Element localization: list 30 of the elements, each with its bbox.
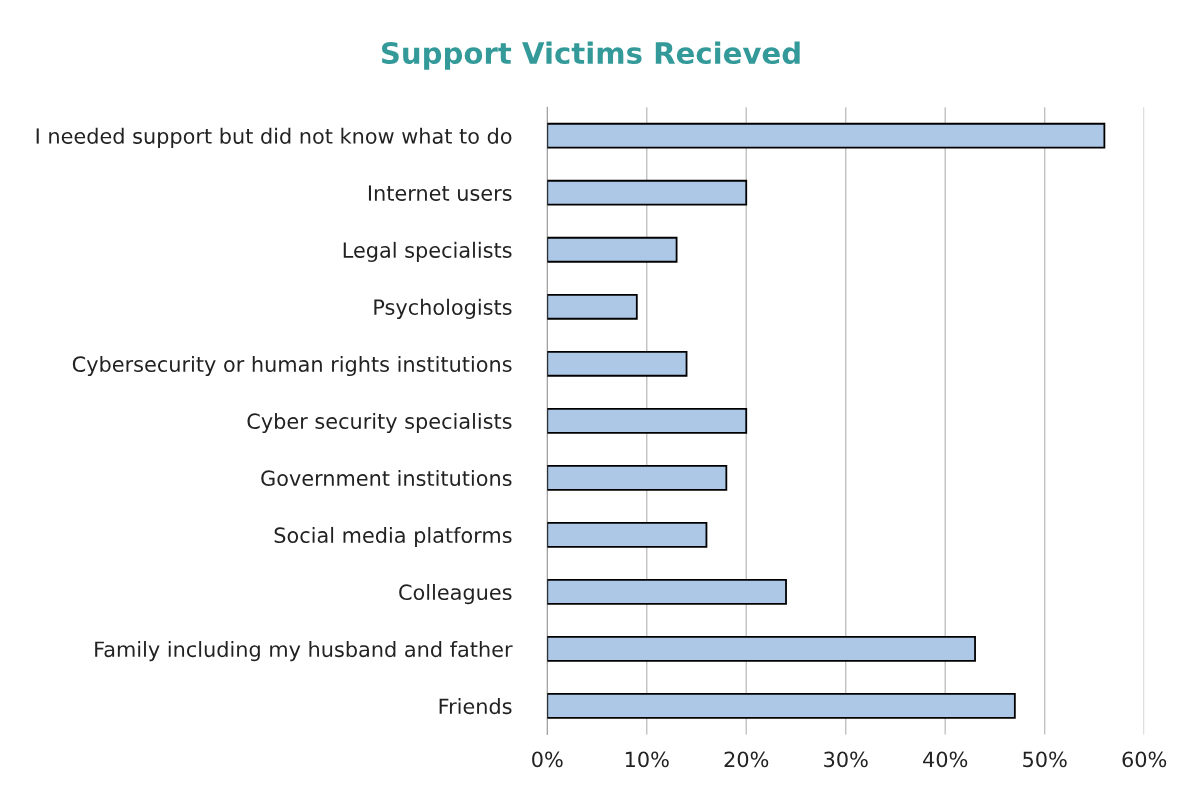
y-tick-label: Colleagues [399,583,512,605]
y-tick-label: Psychologists [374,298,512,320]
x-tick-label: 0% [532,751,563,768]
bar [547,464,728,491]
bar [547,236,678,263]
x-tick-label: 10% [625,751,669,768]
bar [547,179,748,206]
x-tick-label: 30% [824,751,868,768]
chart-title: Support Victims Recieved [381,41,800,70]
y-tick-label: Internet users [368,185,512,201]
bar [547,636,976,662]
x-tick-label: 60% [1122,751,1167,768]
bar [547,693,1016,719]
x-tick-label: 20% [724,751,769,768]
x-tick-label: 50% [1023,751,1067,768]
x-tick-label: 40% [923,751,968,768]
bar [547,579,787,605]
y-tick-label: Legal specialists [343,241,512,262]
y-tick-label: Friends [439,698,512,715]
bar [547,521,708,548]
y-tick-label: Family including my husband and father [95,641,513,662]
bar [547,293,638,320]
bar [547,407,748,434]
y-tick-label: Social media platforms [274,526,512,548]
bar [547,122,1106,149]
y-tick-label: I needed support but did not know what to do [36,127,512,148]
bar [547,350,688,377]
y-tick-label: Government institutions [261,469,512,487]
y-tick-label: Cyber security specialists [247,412,512,434]
y-tick-label: Cybersecurity or human rights institutions [72,355,512,377]
